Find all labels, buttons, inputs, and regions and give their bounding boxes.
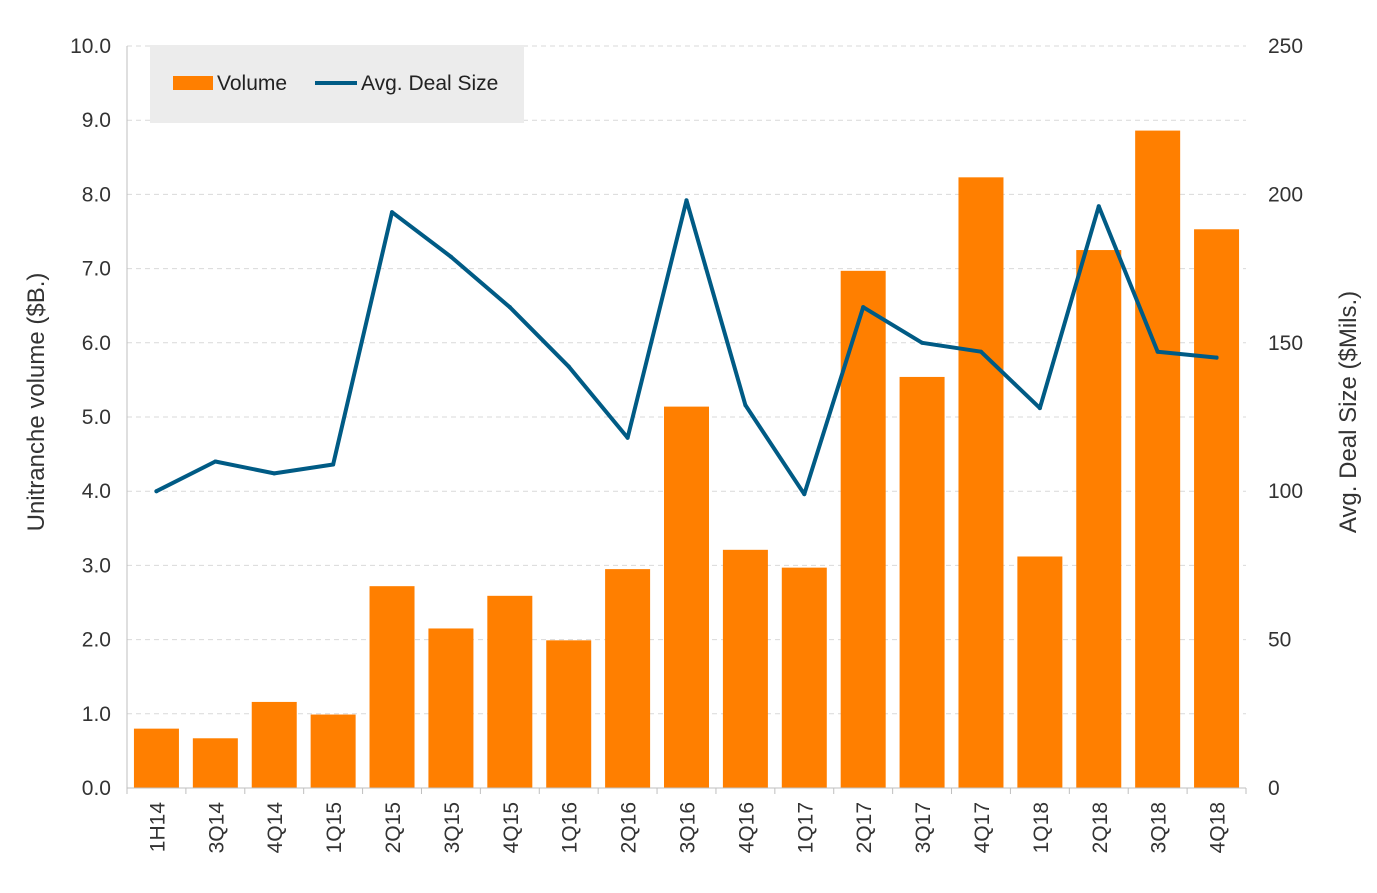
- x-tick-label: 3Q15: [441, 802, 464, 853]
- deal-size-point-4Q18: [1214, 355, 1219, 360]
- deal-size-line-group: [154, 198, 1219, 497]
- deal-size-point-4Q17: [978, 349, 983, 354]
- bar-volume-1Q15: [310, 714, 356, 788]
- x-tick-label: 2Q17: [853, 802, 876, 853]
- y2-axis-title: Avg. Deal Size ($Mils.): [1335, 291, 1362, 533]
- x-tick-label: 3Q18: [1148, 802, 1171, 853]
- y-tick-label: 2.0: [82, 629, 111, 652]
- bar-volume-3Q16: [664, 406, 709, 788]
- x-tick-label: 2Q15: [382, 802, 405, 853]
- x-tick-label: 2Q16: [618, 802, 641, 853]
- y2-tick-label: 0: [1268, 777, 1280, 800]
- y2-tick-label: 250: [1268, 35, 1303, 58]
- deal-size-point-3Q14: [213, 459, 218, 464]
- y-tick-label: 10.0: [70, 35, 111, 58]
- y2-tick-label: 100: [1268, 480, 1303, 503]
- y2-tick-label: 150: [1268, 332, 1303, 355]
- x-tick-label: 1Q18: [1030, 802, 1053, 853]
- x-tick-label: 1H14: [146, 802, 169, 853]
- x-tick-label: 2Q18: [1089, 802, 1112, 853]
- deal-size-point-1Q17: [802, 492, 807, 497]
- x-tick-label: 4Q17: [971, 802, 994, 853]
- x-tick-label: 4Q16: [735, 802, 758, 853]
- volume-bars: [133, 130, 1240, 789]
- deal-size-point-4Q16: [743, 403, 748, 408]
- y-tick-label: 5.0: [82, 406, 111, 429]
- bar-volume-2Q18: [1076, 250, 1122, 789]
- y-tick-label: 9.0: [82, 109, 111, 132]
- bar-volume-3Q14: [192, 738, 238, 788]
- x-tick-label: 4Q18: [1207, 802, 1230, 853]
- y-tick-label: 6.0: [82, 332, 111, 355]
- deal-size-point-1Q18: [1037, 406, 1042, 411]
- bar-volume-3Q15: [428, 628, 474, 788]
- y-tick-label: 4.0: [82, 480, 111, 503]
- legend-swatch-volume: [173, 76, 213, 90]
- bar-volume-4Q14: [251, 701, 297, 788]
- deal-size-point-3Q18: [1155, 349, 1160, 354]
- deal-size-point-2Q15: [390, 210, 395, 215]
- deal-size-point-3Q15: [448, 254, 453, 259]
- y-tick-label: 0.0: [82, 777, 111, 800]
- deal-size-point-2Q16: [625, 435, 630, 440]
- bar-volume-4Q18: [1194, 229, 1240, 789]
- legend: Volume Avg. Deal Size: [150, 45, 524, 123]
- y2-tick-label: 50: [1268, 629, 1291, 652]
- y-tick-label: 1.0: [82, 703, 111, 726]
- legend-label-deal-size: Avg. Deal Size: [361, 72, 498, 95]
- x-tick-label: 1Q16: [559, 802, 582, 853]
- y-tick-label: 7.0: [82, 258, 111, 281]
- deal-size-point-4Q14: [272, 471, 277, 476]
- bar-volume-2Q15: [369, 586, 415, 788]
- axes: 0.0 1.0 2.0 3.0 4.0 5.0 6.0 7.0 8.0 9.0 10.0 0 50 100…: [70, 35, 1303, 853]
- deal-size-point-1Q16: [566, 364, 571, 369]
- bar-volume-1Q17: [781, 567, 827, 788]
- x-tick-label: 3Q16: [677, 802, 700, 853]
- bar-volume-4Q17: [958, 177, 1004, 789]
- bar-volume-1H14: [133, 728, 179, 788]
- y-tick-label: 8.0: [82, 183, 111, 206]
- deal-size-point-1Q15: [331, 462, 336, 467]
- x-tick-label: 3Q14: [205, 802, 228, 854]
- deal-size-point-2Q17: [861, 305, 866, 310]
- deal-size-point-3Q17: [920, 340, 925, 345]
- y2-tick-label: 200: [1268, 183, 1303, 206]
- bar-volume-3Q17: [899, 376, 945, 788]
- bar-volume-4Q16: [722, 549, 768, 788]
- bar-volume-4Q15: [487, 595, 533, 788]
- bar-volume-3Q18: [1135, 130, 1181, 788]
- y-axis-title: Unitranche volume ($B.): [23, 273, 50, 532]
- deal-size-point-3Q16: [684, 198, 689, 203]
- y-tick-label: 3.0: [82, 554, 111, 577]
- x-tick-label: 3Q17: [912, 802, 935, 853]
- deal-size-point-4Q15: [507, 305, 512, 310]
- bar-volume-1Q18: [1017, 556, 1063, 788]
- bar-volume-2Q17: [840, 270, 886, 788]
- legend-label-volume: Volume: [217, 72, 287, 95]
- x-tick-label: 4Q14: [264, 802, 287, 854]
- x-tick-label: 1Q15: [323, 802, 346, 853]
- deal-size-point-1H14: [154, 489, 159, 494]
- x-tick-label: 1Q17: [794, 802, 817, 853]
- deal-size-point-2Q18: [1096, 204, 1101, 209]
- bar-volume-2Q16: [605, 569, 651, 788]
- x-tick-label: 4Q15: [500, 802, 523, 853]
- bar-volume-1Q16: [546, 640, 592, 788]
